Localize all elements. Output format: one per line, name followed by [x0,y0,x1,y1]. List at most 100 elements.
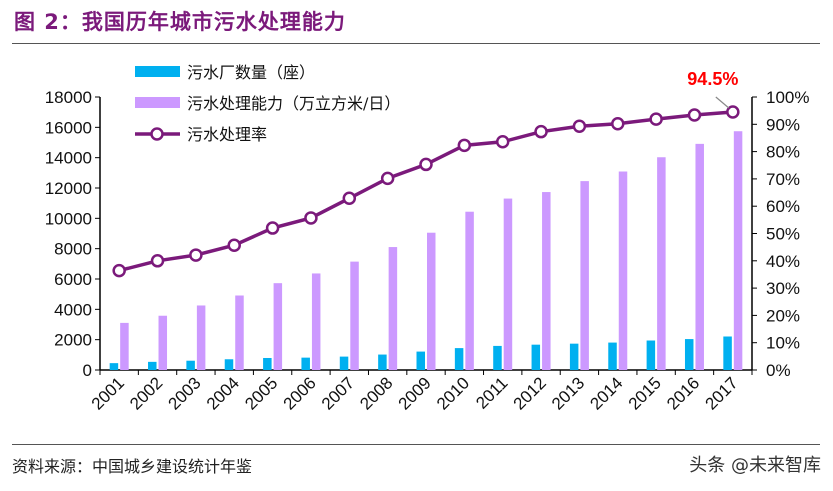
right-tick-label: 50% [766,225,800,244]
x-tick-label: 2004 [203,373,243,413]
bar-plant-count [493,345,502,370]
x-tick-label: 2003 [165,373,205,413]
x-tick-label: 2011 [472,373,511,412]
bar-plant-count [569,343,579,370]
x-tick-label: 2013 [548,373,588,413]
right-tick-label: 100% [766,88,809,107]
bar-plant-count [531,344,541,370]
right-tick-label: 20% [766,306,800,325]
x-tick-label: 2005 [241,373,281,413]
bar-plant-count [263,357,272,370]
bar-plant-count [224,359,234,370]
bar-plant-count [608,342,617,370]
left-tick-label: 10000 [45,209,92,228]
rate-point [534,124,548,139]
rate-point [150,254,165,268]
x-tick-label: 2012 [510,373,550,413]
rate-point [227,238,241,252]
right-tick-label: 40% [766,252,800,271]
left-tick-label: 12000 [45,179,92,198]
bar-plant-count [646,340,656,370]
x-tick-label: 2002 [126,373,166,413]
footer-divider [12,444,820,445]
bar-capacity [733,131,743,370]
bar-plant-count [684,339,694,370]
right-tick-label: 30% [766,279,800,298]
title-divider [12,43,820,44]
left-tick-label: 4000 [54,300,92,319]
bar-capacity [618,171,628,370]
x-tick-label: 2001 [88,373,128,413]
left-tick-label: 14000 [45,149,92,168]
x-tick-label: 2015 [625,373,665,413]
bar-plant-count [378,354,387,370]
annotation-label: 94.5% [687,69,738,89]
right-tick-label: 70% [766,170,800,189]
rate-point [495,135,510,149]
bar-plant-count [148,361,157,370]
left-tick-label: 8000 [54,240,92,259]
bar-capacity [273,283,283,370]
rate-point [726,105,740,119]
bar-plant-count [301,357,310,370]
right-tick-label: 0% [766,361,791,380]
rate-point [611,117,625,131]
bar-capacity [542,192,551,370]
bar-plant-count [454,348,464,370]
left-tick-label: 0 [83,361,92,380]
bar-capacity [388,247,398,370]
left-tick-label: 18000 [45,88,92,107]
bar-plant-count [186,360,195,370]
bar-capacity [311,273,321,370]
right-tick-label: 90% [766,115,800,134]
legend-label: 污水处理率 [187,125,267,144]
rate-point [342,191,357,206]
rate-point [304,211,318,225]
bar-plant-count [339,356,349,370]
source-note: 资料来源：中国城乡建设统计年鉴 [12,457,253,476]
x-tick-label: 2009 [395,373,435,413]
bar-capacity [120,322,129,370]
bar-plant-count [723,336,732,370]
bar-capacity [196,305,206,370]
bar-capacity [158,315,168,370]
x-tick-label: 2010 [433,373,473,413]
bar-capacity [465,211,474,370]
bar-capacity [235,295,244,370]
x-tick-label: 2017 [701,373,741,413]
x-tick-label: 2006 [280,373,320,413]
rate-point [687,108,702,122]
rate-point [189,248,203,262]
legend-marker-rate [150,127,164,141]
bar-capacity [695,143,704,370]
bar-capacity [427,232,436,370]
bar-capacity [580,181,589,370]
right-tick-label: 10% [766,334,800,353]
bar-plant-count [109,363,119,370]
left-tick-label: 16000 [45,118,92,137]
x-tick-label: 2016 [663,373,703,413]
x-tick-label: 2008 [356,373,396,413]
bar-capacity [657,157,666,370]
rate-point [572,119,587,133]
rate-point [112,263,126,278]
rate-point [380,171,395,186]
chart-title: 图 2：我国历年城市污水处理能力 [14,10,346,34]
legend-swatch-capacity [135,97,180,108]
rate-point [457,138,472,153]
x-tick-label: 2014 [586,373,626,413]
right-tick-label: 60% [766,197,800,216]
legend-swatch-plant-count [135,66,180,77]
rate-point [419,157,433,172]
annotation-leader [715,96,730,109]
legend-label: 污水厂数量（座） [187,63,315,82]
bar-capacity [503,198,513,370]
bar-plant-count [416,351,425,370]
rate-point [649,112,663,126]
x-tick-label: 2007 [318,373,358,413]
bar-capacity [350,261,359,370]
watermark: 头条 @未来智库 [689,455,821,476]
right-tick-label: 80% [766,143,800,162]
left-tick-label: 2000 [54,331,92,350]
